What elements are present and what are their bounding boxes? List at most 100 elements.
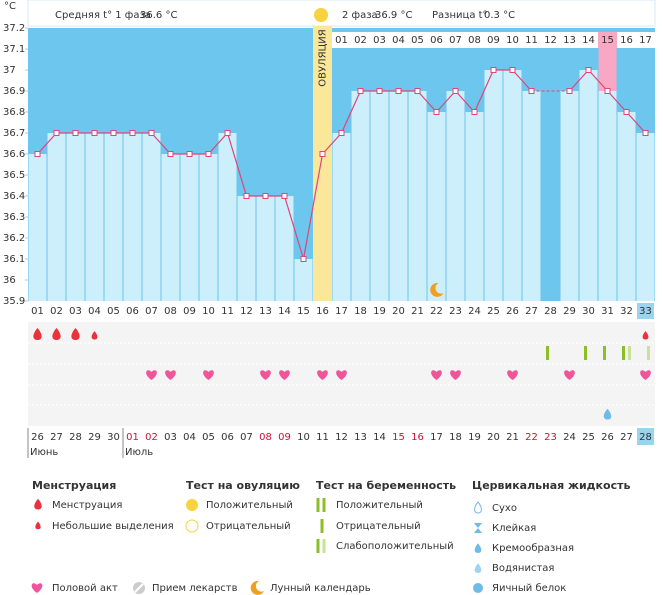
intercourse-mark xyxy=(640,370,651,380)
x-tick-label: 15 xyxy=(297,306,310,317)
phase1-value: 36.6 °C xyxy=(140,10,177,21)
legend-icon xyxy=(134,583,144,593)
x-tick-label: 23 xyxy=(449,306,462,317)
temp-point xyxy=(262,193,269,199)
x-tick-label: 12 xyxy=(240,306,253,317)
pregnancy-weak-mark xyxy=(628,346,631,360)
legend-item: Менструация xyxy=(52,500,122,511)
date-label: 15 xyxy=(392,432,405,443)
temp-column xyxy=(199,154,218,301)
legend-item: Слабоположительный xyxy=(336,541,454,552)
x-tick-label: 32 xyxy=(620,306,633,317)
legend-icon xyxy=(320,519,324,533)
temp-column xyxy=(408,91,427,301)
x-tick-label: 02 xyxy=(50,306,63,317)
phase2-day-label: 02 xyxy=(354,35,367,46)
legend-icon xyxy=(31,583,43,593)
legend-item: Сухо xyxy=(492,503,517,514)
date-label: 26 xyxy=(601,432,614,443)
phase2-day-label: 14 xyxy=(582,35,595,46)
temp-column xyxy=(560,91,579,301)
temp-column xyxy=(465,112,484,301)
phase2-day-label: 10 xyxy=(506,35,519,46)
x-tick-label: 31 xyxy=(601,306,614,317)
date-label: 03 xyxy=(164,432,177,443)
temp-column xyxy=(47,133,66,301)
phase2-day-label: 08 xyxy=(468,35,481,46)
intercourse-mark xyxy=(431,370,442,380)
temp-point xyxy=(642,130,649,136)
x-tick-label: 29 xyxy=(563,306,576,317)
date-label: 11 xyxy=(316,432,329,443)
phase2-band xyxy=(332,32,655,48)
date-label: 14 xyxy=(373,432,386,443)
y-tick-label: 36.1 xyxy=(3,254,25,265)
temp-point xyxy=(129,130,136,136)
x-tick-label: 18 xyxy=(354,306,367,317)
temp-column xyxy=(180,154,199,301)
legend-icon xyxy=(316,539,320,553)
legend-item: Положительный xyxy=(336,500,423,511)
temp-column xyxy=(294,259,313,301)
temp-point xyxy=(53,130,60,136)
date-label: 19 xyxy=(468,432,481,443)
phase2-day-label: 04 xyxy=(392,35,405,46)
intercourse-mark xyxy=(564,370,575,380)
temp-column xyxy=(332,133,351,301)
x-tick-label: 10 xyxy=(202,306,215,317)
temp-point xyxy=(91,130,98,136)
legend-title: Цервикальная жидкость xyxy=(472,479,630,492)
phase2-day-label: 03 xyxy=(373,35,386,46)
ovulation-column xyxy=(313,26,332,301)
date-label: 26 xyxy=(31,432,44,443)
temp-point xyxy=(319,151,326,157)
temp-column xyxy=(446,91,465,301)
phase1-label: Средняя t° 1 фаза xyxy=(55,10,151,21)
phase2-day-label: 05 xyxy=(411,35,424,46)
date-label: 06 xyxy=(221,432,234,443)
date-label: 18 xyxy=(449,432,462,443)
x-tick-label: 30 xyxy=(582,306,595,317)
x-tick-label: 22 xyxy=(430,306,443,317)
phase2-day-label: 06 xyxy=(430,35,443,46)
temp-column xyxy=(66,133,85,301)
temp-column xyxy=(484,70,503,301)
date-label: 13 xyxy=(354,432,367,443)
temp-column xyxy=(503,70,522,301)
legend-icon xyxy=(473,583,483,593)
x-tick-label: 08 xyxy=(164,306,177,317)
y-tick-label: 36.6 xyxy=(3,149,25,160)
legend-item: Отрицательный xyxy=(206,521,291,532)
temp-point xyxy=(186,151,193,157)
temp-point xyxy=(604,88,611,94)
date-label: 09 xyxy=(278,432,291,443)
date-label: 28 xyxy=(69,432,82,443)
temp-point xyxy=(338,130,345,136)
legend-item: Половой акт xyxy=(52,583,118,594)
intercourse-mark xyxy=(203,370,214,380)
date-label: 21 xyxy=(506,432,519,443)
phase2-day-label: 17 xyxy=(639,35,652,46)
pregnancy-positive-mark xyxy=(546,346,549,360)
x-tick-label: 16 xyxy=(316,306,329,317)
menstruation-mark xyxy=(52,328,61,340)
date-label: 08 xyxy=(259,432,272,443)
intercourse-mark xyxy=(507,370,518,380)
x-tick-label: 21 xyxy=(411,306,424,317)
x-tick-label: 28 xyxy=(544,306,557,317)
x-tick-label: 09 xyxy=(183,306,196,317)
temp-point xyxy=(566,88,573,94)
date-label: 04 xyxy=(183,432,196,443)
temp-point xyxy=(281,193,288,199)
x-tick-label: 24 xyxy=(468,306,481,317)
phase2-day-label: 07 xyxy=(449,35,462,46)
date-label: 12 xyxy=(335,432,348,443)
y-tick-label: 37.1 xyxy=(3,44,25,55)
date-label: 22 xyxy=(525,432,538,443)
temp-column xyxy=(218,133,237,301)
x-tick-label: 17 xyxy=(335,306,348,317)
ovulation-label: ОВУЛЯЦИЯ xyxy=(318,29,329,87)
legend-icon xyxy=(322,498,326,512)
x-tick-label: 07 xyxy=(145,306,158,317)
intercourse-mark xyxy=(317,370,328,380)
